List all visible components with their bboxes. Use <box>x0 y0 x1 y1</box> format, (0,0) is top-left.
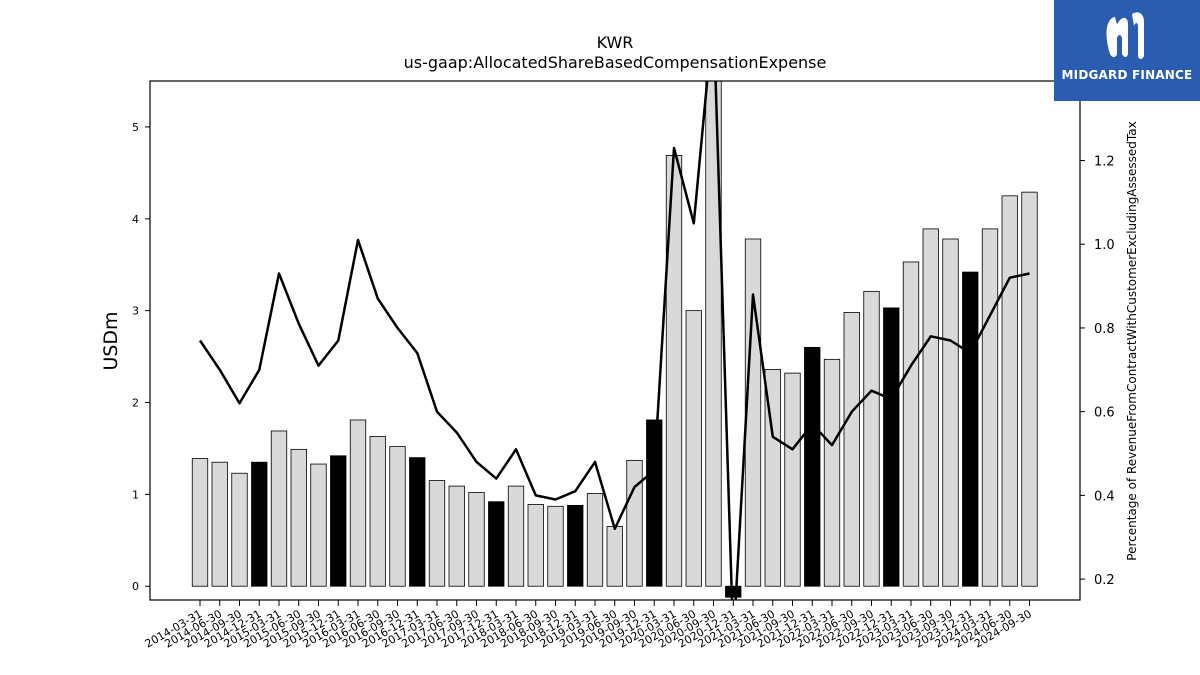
bar-2023-03-31 <box>902 261 920 587</box>
bar-2016-03-31 <box>349 419 367 587</box>
bar-2014-09-30 <box>231 472 248 587</box>
bar-2019-09-30 <box>626 459 643 587</box>
y2-tick-label: 1.2 <box>1094 155 1115 170</box>
y2-tick-label: 0.4 <box>1094 489 1115 504</box>
midgard-logo-icon <box>1106 12 1144 60</box>
bar-2017-12-31 <box>488 501 505 587</box>
brand-name: MIDGARD FINANCE <box>1061 68 1193 82</box>
bar-2019-03-31 <box>586 493 604 587</box>
y-tick-label: 5 <box>132 121 139 134</box>
bar-2022-12-31 <box>883 307 900 587</box>
bar-2014-12-31 <box>251 461 268 587</box>
brand-logo: MIDGARD FINANCE <box>1054 0 1200 101</box>
bar-2016-12-31 <box>409 457 426 587</box>
plot-frame <box>149 80 1081 601</box>
bar-2020-06-30 <box>685 310 702 587</box>
bar-2017-03-31 <box>428 480 446 587</box>
bar-2021-12-31 <box>804 346 821 587</box>
bar-2022-09-30 <box>863 290 880 587</box>
y-tick-label: 3 <box>132 305 139 318</box>
bar-2015-06-30 <box>290 448 307 587</box>
bar-2015-09-30 <box>310 463 327 587</box>
bar-2018-09-30 <box>547 505 564 587</box>
plot-area <box>191 81 1038 600</box>
bar-2018-03-31 <box>507 485 525 587</box>
bar-2022-03-31 <box>823 358 841 587</box>
bar-2016-06-30 <box>369 436 386 587</box>
y2-tick-label: 1.0 <box>1094 238 1115 253</box>
bar-2017-09-30 <box>468 492 485 587</box>
bar-2022-06-30 <box>843 312 860 587</box>
y2-tick-label: 0.2 <box>1094 573 1115 588</box>
bar-2019-12-31 <box>646 419 663 587</box>
bar-2016-09-30 <box>389 446 406 587</box>
y-tick-label: 0 <box>132 580 139 593</box>
bar-2019-06-30 <box>606 526 623 587</box>
bar-2020-12-31 <box>725 585 742 598</box>
bar-2023-12-31 <box>962 271 979 587</box>
y2-axis-label: Percentage of RevenueFromContractWithCus… <box>1125 121 1139 560</box>
bar-2015-03-31 <box>270 430 288 587</box>
percentage-line <box>198 81 1030 600</box>
y-tick-label: 4 <box>132 213 139 226</box>
bar-2014-03-31 <box>191 458 209 587</box>
chart-title: KWR <box>597 33 634 52</box>
bar-2017-06-30 <box>448 485 465 587</box>
y-tick-label: 2 <box>132 397 139 410</box>
bar-2018-12-31 <box>567 504 584 587</box>
bar-2024-03-31 <box>981 228 999 587</box>
bar-2024-06-30 <box>1001 195 1018 587</box>
y-tick-label: 1 <box>132 488 139 501</box>
bar-2021-06-30 <box>764 369 781 587</box>
bar-2024-09-30 <box>1021 191 1038 587</box>
bar-2020-09-30 <box>705 81 722 587</box>
bar-2021-09-30 <box>784 372 801 587</box>
y2-tick-label: 0.6 <box>1094 406 1115 421</box>
bar-2018-06-30 <box>527 504 544 587</box>
bar-2023-06-30 <box>922 228 939 587</box>
chart-subtitle: us-gaap:AllocatedShareBasedCompensationE… <box>404 53 827 72</box>
bar-2015-12-31 <box>330 455 347 587</box>
y2-tick-label: 0.8 <box>1094 322 1115 337</box>
bar-2021-03-31 <box>744 238 762 587</box>
y-axis-label: USDm <box>100 311 122 370</box>
bar-2014-06-30 <box>211 461 228 587</box>
bar-2023-09-30 <box>942 238 959 587</box>
